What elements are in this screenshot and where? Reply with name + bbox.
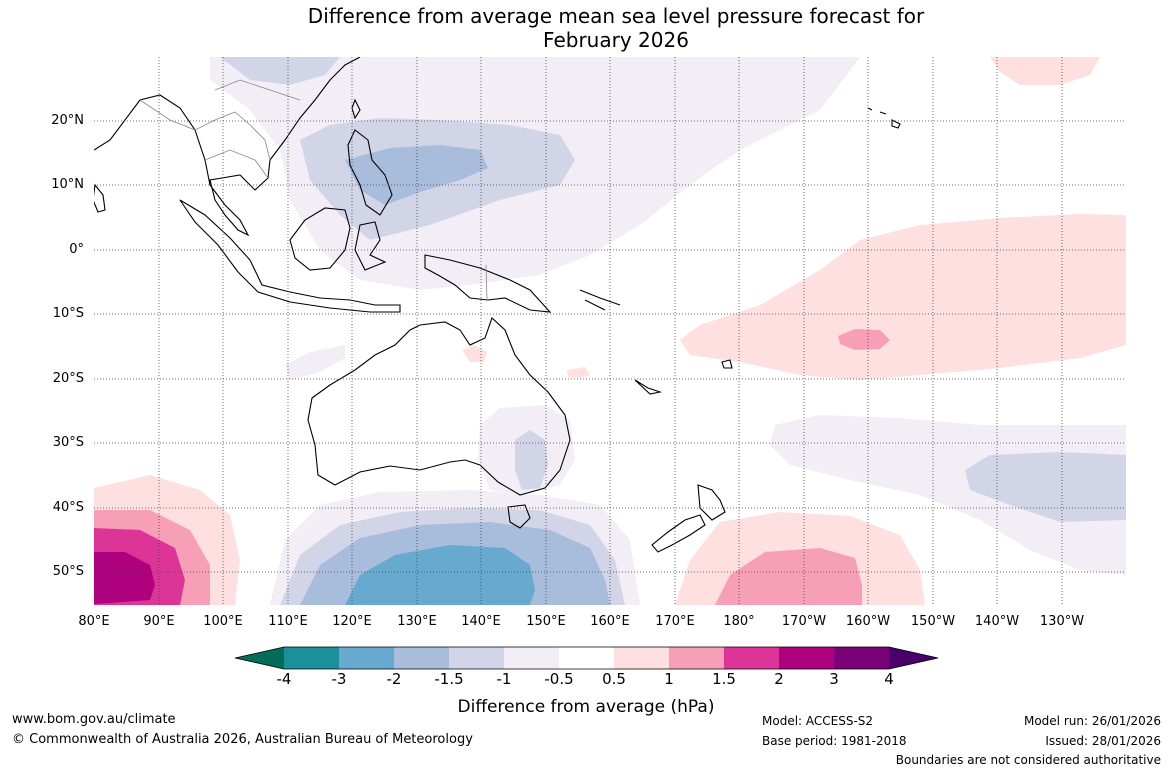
- lat-label-30s: 30°S: [52, 435, 84, 450]
- lon-label-150e: 150°E: [526, 614, 566, 629]
- lon-label-170w: 170°W: [781, 614, 827, 629]
- graticule: [94, 57, 1126, 605]
- tasmania-coastline: [507, 504, 531, 529]
- lon-label-100e: 100°E: [203, 614, 243, 629]
- sri-lanka-coastline: [94, 183, 106, 213]
- anomaly-region-pos-1-central-pacific: [838, 329, 890, 350]
- lon-label-140w: 140°W: [974, 614, 1020, 629]
- hawaii-coastline: [867, 107, 901, 129]
- lon-label-120e: 120°E: [332, 614, 372, 629]
- lon-label-110e: 110°E: [268, 614, 308, 629]
- philippines-coastline: [347, 129, 393, 216]
- colorbar-swatch: [559, 647, 615, 669]
- lon-label-130w: 130°W: [1039, 614, 1085, 629]
- copyright-text: © Commonwealth of Australia 2026, Austra…: [12, 732, 473, 747]
- lon-label-160w: 160°W: [845, 614, 891, 629]
- asia-mainland-coastline: [94, 57, 361, 237]
- lon-label-170e: 170°E: [655, 614, 695, 629]
- coastlines: [94, 57, 901, 553]
- new-zealand-south-coastline: [651, 514, 706, 553]
- disclaimer-text: Boundaries are not considered authoritat…: [895, 753, 1161, 767]
- anomaly-region-neg-1-east-aus: [515, 430, 548, 490]
- fiji-coastline: [721, 359, 733, 369]
- anomaly-region-neg-1-5-north: [345, 145, 488, 205]
- colorbar-tick-label: -0.5: [544, 670, 574, 688]
- anomaly-region-pos-0-5-top-right: [990, 57, 1100, 85]
- country-borders: [139, 79, 488, 301]
- australia-coastline: [307, 317, 571, 496]
- sumatra-java-coastline: [179, 199, 401, 313]
- lat-label-10n: 10°N: [51, 177, 84, 192]
- lon-label-80e: 80°E: [78, 614, 110, 629]
- lon-label-180: 180°: [723, 614, 755, 629]
- map-title: Difference from average mean sea level p…: [307, 4, 925, 52]
- lon-label-90e: 90°E: [143, 614, 175, 629]
- lat-label-50s: 50°S: [52, 564, 84, 579]
- colorbar-extend-high: [889, 647, 938, 669]
- colorbar-swatch: [449, 647, 505, 669]
- colorbar-tick-label: -4: [276, 670, 292, 688]
- anomaly-region-pos-1-south-pacific: [715, 548, 862, 605]
- colorbar-tick-label: -1: [496, 670, 512, 688]
- pressure-anomaly-fields: [94, 57, 1126, 605]
- sulawesi-coastline: [354, 221, 387, 271]
- colorbar-swatch: [504, 647, 560, 669]
- colorbar-tick-label: 4: [884, 670, 894, 688]
- colorbar-swatch: [779, 647, 835, 669]
- colorbar-swatch: [834, 647, 890, 669]
- lat-label-0: 0°: [69, 242, 84, 257]
- colorbar-label: Difference from average (hPa): [457, 697, 715, 717]
- colorbar-tick-label: 3: [829, 670, 839, 688]
- lat-label-10s: 10°S: [52, 306, 84, 321]
- colorbar-tick-label: 1: [664, 670, 674, 688]
- colorbar-swatch: [394, 647, 450, 669]
- issued-text: Issued: 28/01/2026: [1045, 734, 1161, 748]
- colorbar-swatch: [284, 647, 340, 669]
- new-guinea-coastline: [424, 254, 552, 313]
- anomaly-region-pos-2-southwest: [94, 552, 155, 604]
- colorbar-tick-label: 2: [774, 670, 784, 688]
- colorbar-swatch: [614, 647, 670, 669]
- base-period-text: Base period: 1981-2018: [762, 734, 907, 748]
- lon-label-150w: 150°W: [910, 614, 956, 629]
- colorbar-extend-low: [235, 647, 284, 669]
- colorbar: [234, 646, 939, 670]
- colorbar-swatch: [724, 647, 780, 669]
- website-text: www.bom.gov.au/climate: [12, 712, 176, 727]
- solomon-islands-coastline: [579, 289, 621, 311]
- model-run-text: Model run: 26/01/2026: [1023, 714, 1161, 728]
- taiwan-coastline: [351, 98, 361, 120]
- colorbar-tick-label: -3: [331, 670, 347, 688]
- colorbar-swatch: [339, 647, 395, 669]
- anomaly-region-pos-0-5-central-pacific: [680, 214, 1126, 380]
- lon-label-140e: 140°E: [461, 614, 501, 629]
- anomaly-region-neg-1-east-pacific: [965, 452, 1126, 522]
- colorbar-tick-label: 0.5: [602, 670, 626, 688]
- colorbar-swatch: [669, 647, 725, 669]
- lat-label-20n: 20°N: [51, 113, 84, 128]
- lat-label-40s: 40°S: [52, 500, 84, 515]
- borneo-coastline: [289, 207, 351, 271]
- lon-label-160e: 160°E: [590, 614, 630, 629]
- anomaly-region-pos-0-5-small-2: [567, 367, 590, 378]
- new-caledonia-coastline: [634, 379, 663, 395]
- lat-label-20s: 20°S: [52, 371, 84, 386]
- colorbar-outline: [234, 646, 939, 670]
- colorbar-tick-label: -1.5: [434, 670, 464, 688]
- model-text: Model: ACCESS-S2: [762, 714, 874, 728]
- lon-label-130e: 130°E: [397, 614, 437, 629]
- colorbar-tick-label: 1.5: [712, 670, 736, 688]
- anomaly-region-neg-2-south: [345, 545, 535, 605]
- anomaly-region-neg-0-5-west: [285, 345, 345, 380]
- colorbar-tick-label: -2: [386, 670, 402, 688]
- map-panel: [94, 57, 1126, 605]
- anomaly-region-neg-1-top: [220, 57, 340, 85]
